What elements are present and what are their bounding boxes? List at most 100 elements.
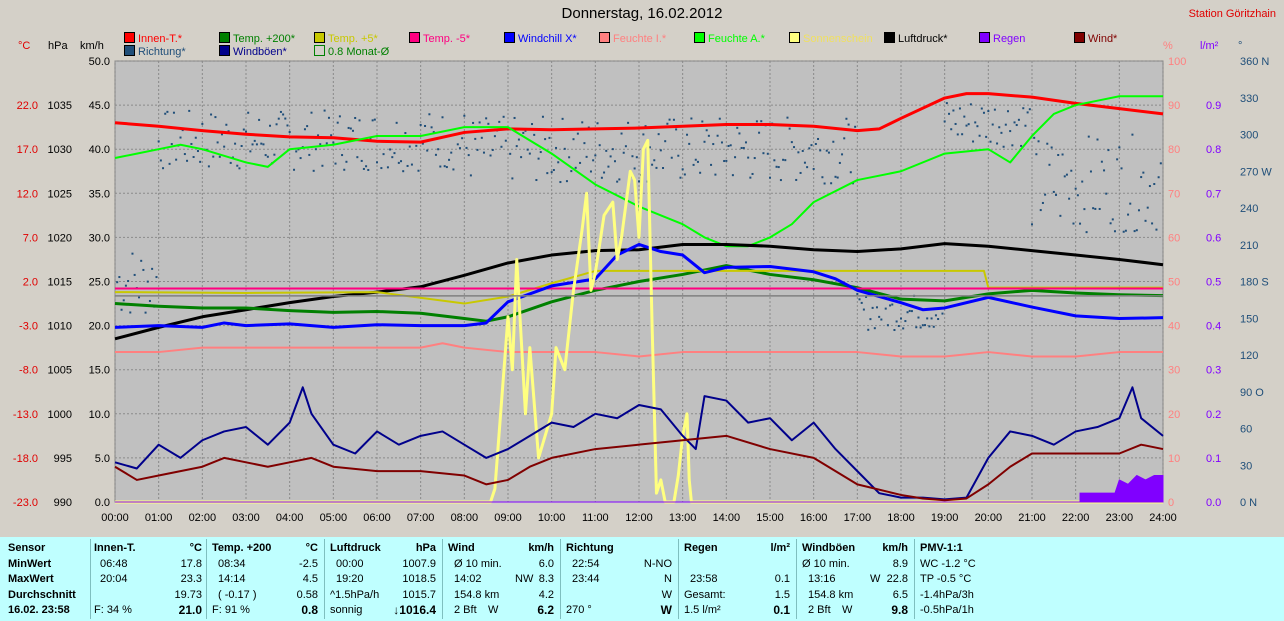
stat-label-min: MinWert — [8, 557, 52, 570]
direction-point — [155, 276, 158, 279]
direction-point — [694, 158, 697, 161]
direction-point — [164, 112, 167, 115]
direction-point — [1148, 185, 1151, 188]
direction-point — [465, 146, 468, 149]
direction-point — [1142, 171, 1145, 174]
direction-point — [810, 144, 813, 147]
direction-point — [1072, 222, 1075, 225]
direction-point — [598, 144, 601, 147]
y-tick-wind: 20.0 — [89, 321, 110, 333]
temp-min: -2.5 — [299, 557, 318, 570]
direction-point — [192, 156, 195, 159]
direction-point — [616, 180, 619, 183]
direction-point — [1122, 230, 1125, 233]
direction-point — [1052, 190, 1055, 193]
direction-point — [461, 137, 464, 140]
direction-point — [948, 112, 951, 115]
direction-point — [194, 136, 197, 139]
direction-point — [144, 311, 147, 314]
direction-point — [513, 116, 516, 119]
innen-current: 21.0 — [178, 603, 202, 617]
gust-max-time: 13:16 — [808, 573, 836, 585]
legend-swatch — [124, 45, 135, 56]
direction-point — [777, 166, 780, 169]
direction-point — [902, 327, 905, 330]
direction-point — [862, 308, 865, 311]
y-tick-hum: 70 — [1168, 188, 1180, 200]
direction-point — [251, 143, 254, 146]
direction-point — [517, 138, 520, 141]
y-tick-rain: 0.5 — [1206, 277, 1221, 289]
direction-point — [467, 154, 470, 157]
direction-point — [476, 148, 479, 151]
stat-label-max: MaxWert — [8, 573, 54, 585]
x-tick-label: 08:00 — [451, 512, 479, 524]
press-max: 1018.5 — [402, 573, 436, 585]
y-tick-hum: 20 — [1168, 409, 1180, 421]
direction-point — [635, 156, 638, 159]
direction-point — [631, 155, 634, 158]
direction-point — [1137, 209, 1140, 212]
direction-point — [489, 154, 492, 157]
direction-point — [679, 176, 682, 179]
direction-point — [448, 158, 451, 161]
direction-point — [1011, 144, 1014, 147]
direction-point — [827, 151, 830, 154]
y-tick-rain: 0.2 — [1206, 409, 1221, 421]
direction-point — [557, 161, 560, 164]
rain-total-label: Gesamt: — [684, 588, 726, 601]
direction-point — [365, 165, 368, 168]
direction-point — [932, 325, 935, 328]
direction-point — [607, 165, 610, 168]
direction-point — [356, 156, 359, 159]
x-tick-label: 20:00 — [975, 512, 1003, 524]
y-tick-hum: 80 — [1168, 144, 1180, 156]
gust-run: 154.8 km — [808, 588, 854, 601]
direction-point — [1153, 183, 1156, 186]
legend-label: Innen-T.* — [138, 33, 183, 45]
direction-point — [773, 159, 776, 162]
direction-point — [594, 154, 597, 157]
x-tick-label: 21:00 — [1018, 512, 1046, 524]
y-tick-temp: 7.0 — [23, 232, 38, 244]
direction-point — [1146, 206, 1149, 209]
legend-swatch — [504, 32, 515, 43]
y-tick-dir: 0 N — [1240, 497, 1257, 509]
direction-point — [1124, 229, 1127, 232]
direction-point — [972, 140, 975, 143]
x-tick-label: 06:00 — [363, 512, 391, 524]
wind-run: 154.8 km — [454, 588, 500, 601]
direction-point — [216, 141, 219, 144]
direction-point — [321, 164, 324, 167]
direction-point — [930, 317, 933, 320]
direction-point — [116, 281, 119, 284]
direction-point — [474, 137, 477, 140]
direction-point — [531, 123, 534, 126]
pmv-header: PMV-1:1 — [920, 542, 963, 554]
direction-point — [784, 159, 787, 162]
direction-point — [712, 143, 715, 146]
direction-point — [417, 169, 420, 172]
direction-point — [821, 176, 824, 179]
direction-point — [559, 181, 562, 184]
direction-point — [142, 268, 145, 271]
series-line-10 — [114, 434, 1164, 502]
direction-point — [312, 169, 315, 172]
direction-point — [1035, 153, 1038, 156]
y-tick-temp: -8.0 — [19, 365, 38, 377]
direction-point — [847, 123, 850, 126]
direction-point — [991, 123, 994, 126]
direction-point — [303, 128, 306, 131]
direction-point — [327, 116, 330, 119]
legend-label: Richtung* — [138, 46, 186, 58]
direction-point — [1140, 176, 1143, 179]
direction-point — [731, 174, 734, 177]
direction-point — [845, 117, 848, 120]
direction-point — [603, 171, 606, 174]
direction-point — [504, 139, 507, 142]
direction-point — [382, 153, 385, 156]
direction-point — [729, 144, 732, 147]
direction-point — [1037, 140, 1040, 143]
legend-label: Sonnenschein — [803, 33, 873, 45]
legend-swatch — [219, 45, 230, 56]
